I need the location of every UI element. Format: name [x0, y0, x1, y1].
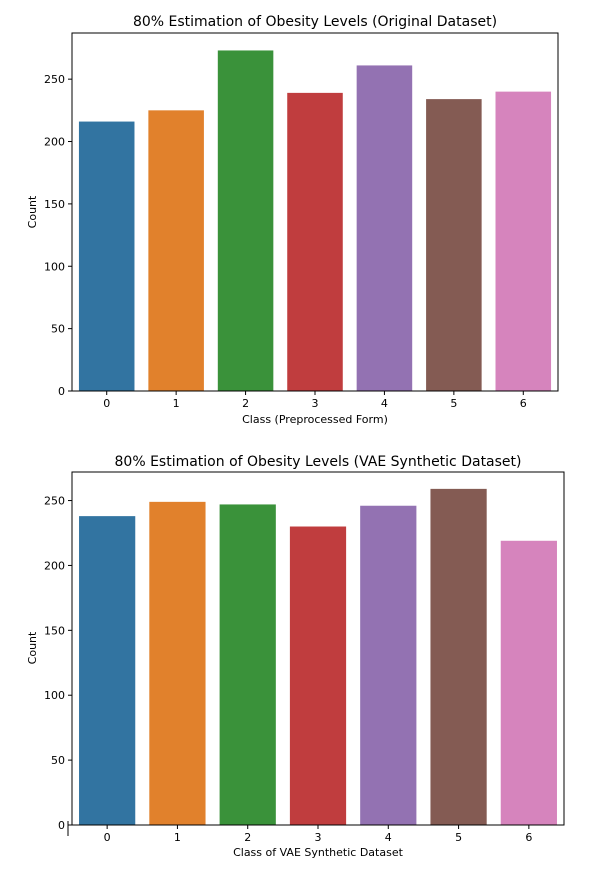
bar-class-0 — [79, 516, 136, 826]
y-axis-ticks: 0 50 100 150 200 250 — [44, 73, 72, 398]
x-tick-label: 5 — [450, 397, 457, 410]
x-tick-label: 6 — [520, 397, 527, 410]
chart-original-dataset: 80% Estimation of Obesity Levels (Origin… — [26, 14, 559, 426]
y-tick-label: 200 — [44, 559, 65, 572]
x-tick-label: 2 — [244, 831, 251, 844]
x-tick-label: 6 — [525, 831, 532, 844]
y-tick-label: 0 — [58, 385, 65, 398]
x-tick-label: 5 — [455, 831, 462, 844]
bar-class-5 — [426, 99, 482, 392]
x-tick-label: 3 — [312, 397, 319, 410]
x-tick-label: 3 — [315, 831, 322, 844]
bar-class-3 — [289, 526, 347, 825]
bar-class-1 — [149, 501, 206, 825]
bar-class-6 — [495, 91, 552, 391]
bar-class-4 — [360, 505, 417, 825]
x-axis-ticks: 0 1 2 3 4 5 6 — [104, 825, 532, 844]
y-tick-label: 50 — [51, 754, 65, 767]
x-tick-label: 4 — [381, 397, 388, 410]
y-axis-label: Count — [26, 631, 39, 664]
x-axis-label: Class (Preprocessed Form) — [242, 413, 388, 426]
bar-class-4 — [356, 65, 413, 392]
y-tick-label: 100 — [44, 689, 65, 702]
bar-class-5 — [430, 488, 487, 825]
bar-class-3 — [287, 92, 343, 392]
bar-class-2 — [219, 504, 276, 825]
y-tick-label: 100 — [44, 260, 65, 273]
x-axis-label: Class of VAE Synthetic Dataset — [233, 846, 404, 859]
y-tick-label: 50 — [51, 323, 65, 336]
chart-title: 80% Estimation of Obesity Levels (VAE Sy… — [115, 454, 522, 470]
plot-frame — [71, 32, 559, 392]
x-tick-label: 1 — [173, 397, 180, 410]
plot-frame — [71, 471, 565, 826]
x-tick-label: 2 — [242, 397, 249, 410]
y-tick-label: 0 — [58, 819, 65, 832]
x-axis-ticks: 0 1 2 3 4 5 6 — [103, 391, 527, 410]
y-tick-label: 250 — [44, 73, 65, 86]
bar-class-0 — [78, 121, 135, 391]
x-tick-label: 0 — [103, 397, 110, 410]
y-tick-label: 150 — [44, 198, 65, 211]
y-axis-label: Count — [26, 195, 39, 228]
y-tick-label: 200 — [44, 136, 65, 149]
bar-class-2 — [217, 50, 274, 392]
x-tick-label: 0 — [104, 831, 111, 844]
bar-group — [78, 50, 552, 392]
bar-class-1 — [148, 110, 204, 391]
bar-class-6 — [500, 540, 557, 825]
chart-vae-synthetic-dataset: 80% Estimation of Obesity Levels (VAE Sy… — [26, 454, 565, 859]
x-tick-label: 1 — [174, 831, 181, 844]
bar-group — [79, 488, 557, 826]
chart-title: 80% Estimation of Obesity Levels (Origin… — [133, 14, 497, 30]
y-axis-ticks: 0 50 100 150 200 250 — [44, 495, 72, 832]
y-tick-label: 250 — [44, 495, 65, 508]
y-tick-label: 150 — [44, 624, 65, 637]
x-tick-label: 4 — [385, 831, 392, 844]
